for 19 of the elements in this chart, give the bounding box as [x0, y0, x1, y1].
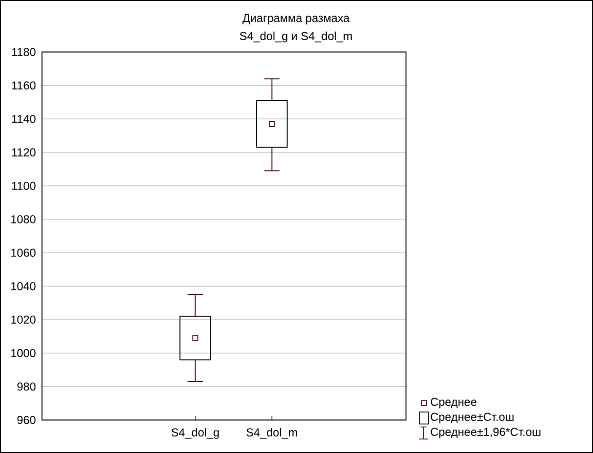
- y-tick-label: 1100: [12, 182, 36, 190]
- y-tick-label: 1160: [12, 81, 36, 90]
- text: Среднее: [430, 398, 476, 408]
- y-tick-label: 960: [17, 416, 36, 424]
- text: Среднее±1,96*Ст.ош: [430, 428, 540, 438]
- text: Среднее±Ст.ош: [430, 412, 514, 424]
- x-tick-label: S4_dol_g: [171, 428, 219, 439]
- y-tick-label: 1080: [11, 215, 36, 224]
- y-tick-label: 1060: [11, 248, 36, 257]
- chart-subtitle: S4_dol_g и S4_dol_m: [240, 32, 352, 42]
- y-tick-label: 1000: [11, 349, 36, 358]
- x-tick-label: S4_dol_m: [246, 428, 298, 439]
- y-tick-label: 1020: [11, 316, 36, 324]
- y-tick-label: 1040: [11, 282, 36, 290]
- chart-title: Диаграмма размаха: [242, 14, 350, 24]
- y-tick-label: 1120: [12, 148, 36, 156]
- y-tick-label: 980: [17, 382, 36, 391]
- y-tick-label: 1180: [12, 48, 36, 56]
- y-tick-label: 1140: [12, 114, 36, 123]
